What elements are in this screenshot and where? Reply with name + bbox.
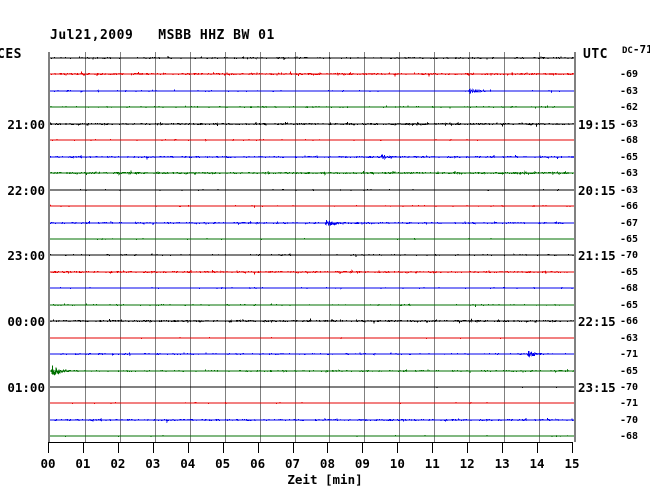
x-tick-label: 15 bbox=[564, 456, 579, 471]
axis-tick-major bbox=[327, 442, 328, 453]
seismogram-trace bbox=[50, 248, 574, 262]
x-tick-label: 13 bbox=[495, 456, 510, 471]
right-time-label: 23:15 bbox=[578, 380, 616, 395]
axis-tick-major bbox=[153, 442, 154, 453]
dc-value: -63 bbox=[620, 119, 638, 130]
seismogram-trace bbox=[50, 265, 574, 279]
x-tick-label: 14 bbox=[530, 456, 545, 471]
dc-value: -65 bbox=[620, 267, 638, 278]
dc-value: -71 bbox=[620, 398, 638, 409]
dc-value: -68 bbox=[620, 283, 638, 294]
axis-tick-major bbox=[537, 442, 538, 453]
dc-value: -63 bbox=[620, 333, 638, 344]
seismogram-trace bbox=[50, 396, 574, 410]
x-axis-tick-labels: 00 01 02 03 04 05 06 07 08 09 10 11 12 13 14 15 bbox=[0, 456, 650, 472]
axis-tick-major bbox=[118, 442, 119, 453]
right-time-label: 20:15 bbox=[578, 183, 616, 198]
seismogram-trace bbox=[50, 232, 574, 246]
seismogram-trace bbox=[50, 380, 574, 394]
x-tick-label: 12 bbox=[460, 456, 475, 471]
dc-value: -63 bbox=[620, 168, 638, 179]
axis-tick-major bbox=[397, 442, 398, 453]
right-time-label: 21:15 bbox=[578, 248, 616, 263]
seismogram-trace bbox=[50, 67, 574, 81]
dc-value: -67 bbox=[620, 218, 638, 229]
dc-value: -71 bbox=[620, 349, 638, 360]
dc-value: -70 bbox=[620, 382, 638, 393]
x-tick-label: 04 bbox=[180, 456, 195, 471]
axis-tick-major bbox=[362, 442, 363, 453]
x-axis-title: Zeit [min] bbox=[287, 472, 362, 487]
seismogram-page: Jul21,2009 MSBB HHZ BW 01 CES UTC DC-71 … bbox=[0, 0, 650, 494]
axis-tick-major bbox=[258, 442, 259, 453]
seismogram-trace bbox=[50, 281, 574, 295]
seismogram-trace bbox=[50, 314, 574, 328]
page-title: Jul21,2009 MSBB HHZ BW 01 bbox=[50, 28, 275, 43]
seismogram-trace bbox=[50, 51, 574, 65]
dc-value: -66 bbox=[620, 201, 638, 212]
axis-tick-major bbox=[572, 442, 573, 453]
x-tick-label: 02 bbox=[110, 456, 125, 471]
left-time-label: 23:00 bbox=[7, 248, 45, 263]
dc-value: -66 bbox=[620, 316, 638, 327]
right-time-label: 19:15 bbox=[578, 117, 616, 132]
x-tick-label: 07 bbox=[285, 456, 300, 471]
left-time-label: 21:00 bbox=[7, 117, 45, 132]
left-time-label: 01:00 bbox=[7, 380, 45, 395]
x-tick-label: 11 bbox=[425, 456, 440, 471]
dc-value: -62 bbox=[620, 102, 638, 113]
seismogram-trace bbox=[50, 150, 574, 164]
axis-tick-major bbox=[83, 442, 84, 453]
dc-value: -68 bbox=[620, 431, 638, 442]
seismogram-trace bbox=[50, 199, 574, 213]
seismogram-trace bbox=[50, 298, 574, 312]
x-tick-label: 09 bbox=[355, 456, 370, 471]
x-tick-label: 06 bbox=[250, 456, 265, 471]
left-time-label: 22:00 bbox=[7, 183, 45, 198]
dc-value: -65 bbox=[620, 366, 638, 377]
x-tick-label: 08 bbox=[320, 456, 335, 471]
right-time-label: 22:15 bbox=[578, 314, 616, 329]
seismogram-trace bbox=[50, 84, 574, 98]
seismogram-trace bbox=[50, 117, 574, 131]
seismogram-trace bbox=[50, 166, 574, 180]
x-tick-label: 03 bbox=[145, 456, 160, 471]
seismogram-trace bbox=[50, 216, 574, 230]
dc-value: -63 bbox=[620, 86, 638, 97]
dc-value: -70 bbox=[620, 415, 638, 426]
axis-tick-major bbox=[467, 442, 468, 453]
seismogram-plot-area[interactable] bbox=[48, 52, 576, 442]
dc-value: -65 bbox=[620, 234, 638, 245]
left-time-label: 00:00 bbox=[7, 314, 45, 329]
seismogram-trace bbox=[50, 331, 574, 345]
seismogram-trace bbox=[50, 183, 574, 197]
dc-value: -65 bbox=[620, 152, 638, 163]
x-tick-label: 10 bbox=[390, 456, 405, 471]
axis-tick-major bbox=[48, 442, 49, 453]
seismogram-trace bbox=[50, 100, 574, 114]
seismogram-trace bbox=[50, 364, 574, 378]
x-tick-label: 05 bbox=[215, 456, 230, 471]
seismogram-trace bbox=[50, 133, 574, 147]
left-time-axis: 21:00 22:00 23:00 00:00 01:00 bbox=[0, 52, 45, 442]
seismogram-trace bbox=[50, 413, 574, 427]
x-tick-label: 01 bbox=[75, 456, 90, 471]
dc-value: -70 bbox=[620, 250, 638, 261]
x-axis-baseline bbox=[48, 442, 572, 443]
dc-value: -65 bbox=[620, 300, 638, 311]
dc-value: -69 bbox=[620, 69, 638, 80]
seismogram-trace bbox=[50, 347, 574, 361]
axis-tick-major bbox=[502, 442, 503, 453]
x-axis-ticks bbox=[48, 442, 572, 456]
dc-value: -68 bbox=[620, 135, 638, 146]
x-tick-label: 00 bbox=[40, 456, 55, 471]
axis-tick-major bbox=[223, 442, 224, 453]
axis-tick-major bbox=[293, 442, 294, 453]
axis-tick-major bbox=[432, 442, 433, 453]
dc-value: -63 bbox=[620, 185, 638, 196]
axis-tick-major bbox=[188, 442, 189, 453]
dc-values-column: -69 -63 -62 -63 -68 -65 -63 -63 -66 -67 -65 -70 -65 -… bbox=[620, 52, 650, 442]
